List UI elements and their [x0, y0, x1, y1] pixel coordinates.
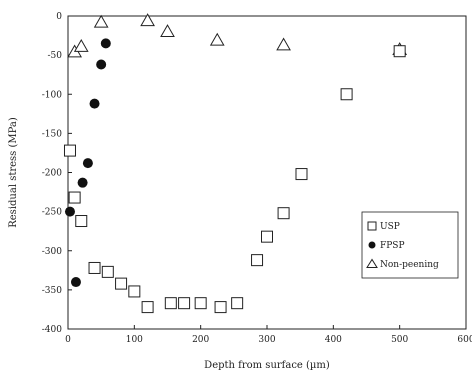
- usp-point: [63, 144, 76, 157]
- usp-point: [75, 215, 88, 228]
- y-tick-label: -200: [42, 169, 62, 179]
- fpsp-point: [77, 177, 88, 188]
- usp-point: [340, 88, 353, 101]
- x-tick-label: 300: [258, 335, 275, 345]
- x-tick-label: 500: [391, 335, 408, 345]
- legend-label: USP: [380, 222, 400, 232]
- y-tick-label: -100: [42, 90, 62, 100]
- x-tick-label: 200: [192, 335, 209, 345]
- y-tick-label: -50: [48, 51, 63, 61]
- usp-point: [261, 230, 273, 243]
- plot-area: [67, 15, 467, 330]
- y-tick-label: -250: [42, 208, 62, 218]
- x-axis-title: Depth from surface (µm): [204, 360, 330, 371]
- usp-point: [128, 285, 141, 298]
- non-peening-point: [73, 39, 89, 52]
- y-tick-label: 0: [56, 12, 62, 22]
- data-marks: [63, 13, 408, 314]
- fpsp-point: [70, 277, 81, 288]
- fpsp-point: [96, 59, 107, 70]
- x-tick-label: 0: [65, 335, 71, 345]
- usp-point: [115, 277, 128, 290]
- non-peening-point: [209, 32, 225, 46]
- x-tick-label: 600: [457, 335, 472, 345]
- y-tick-label: -400: [42, 325, 62, 335]
- legend-marker: [368, 241, 376, 249]
- usp-point: [251, 254, 264, 267]
- non-peening-point: [160, 24, 175, 38]
- legend-box: [361, 211, 459, 279]
- legend-entry: FPSP: [368, 241, 405, 251]
- y-tick-label: -350: [42, 286, 62, 296]
- fpsp-point: [82, 158, 93, 169]
- legend-label: Non-peening: [380, 260, 439, 270]
- usp-point: [101, 265, 114, 278]
- usp-point: [88, 261, 101, 274]
- non-peening-point: [93, 14, 109, 28]
- legend-entry: USP: [367, 221, 400, 232]
- usp-point: [178, 297, 191, 310]
- x-tick-label: 100: [126, 335, 143, 345]
- usp-point: [214, 301, 227, 314]
- fpsp-point: [89, 98, 100, 109]
- legend-marker: [367, 221, 377, 231]
- fpsp-point: [64, 206, 75, 217]
- legend-label: FPSP: [380, 241, 405, 251]
- axis-ticks: 0 100 200 300 400 500 600 0 -50 -100 -150 -200 -250 -…: [42, 12, 472, 345]
- legend: USP FPSP Non-peening: [361, 211, 459, 279]
- usp-point: [68, 191, 81, 204]
- fpsp-point: [100, 38, 111, 49]
- usp-point: [194, 297, 207, 310]
- legend-entry: Non-peening: [366, 258, 439, 270]
- non-peening-point: [276, 37, 291, 51]
- legend-marker: [366, 258, 378, 268]
- usp-point: [277, 207, 290, 220]
- usp-point: [393, 45, 406, 58]
- usp-point: [295, 168, 308, 181]
- usp-point: [141, 301, 154, 314]
- x-tick-label: 400: [325, 335, 342, 345]
- non-peening-point: [140, 13, 155, 27]
- y-tick-label: -150: [42, 129, 62, 139]
- usp-point: [164, 297, 177, 310]
- y-tick-label: -300: [42, 247, 62, 257]
- y-axis-title: Residual stress (MPa): [8, 117, 19, 228]
- usp-point: [231, 297, 244, 310]
